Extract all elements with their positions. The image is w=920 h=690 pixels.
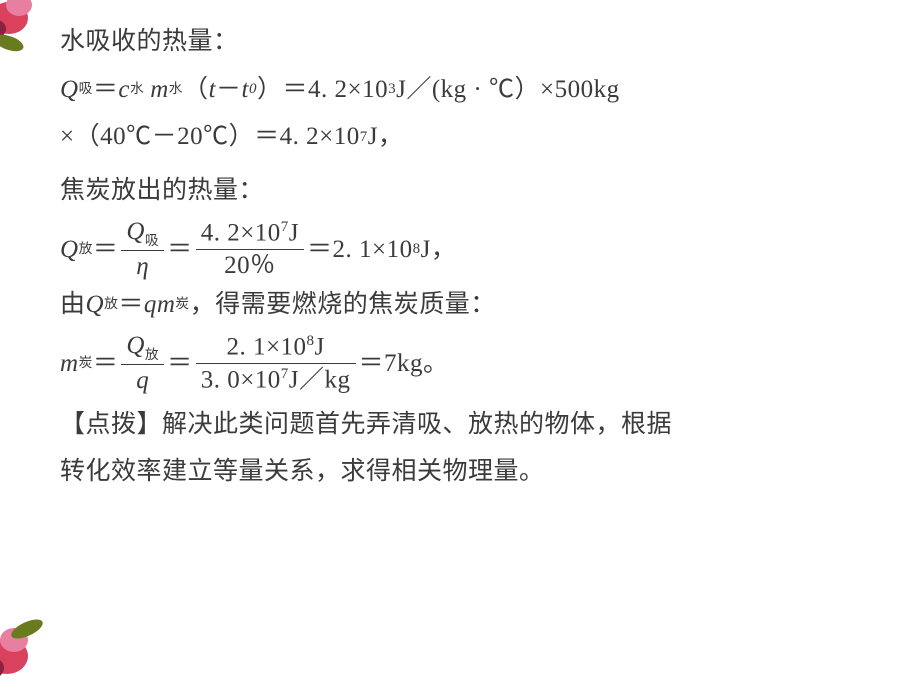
sub: 放: [145, 347, 159, 362]
eq: ＝: [93, 66, 119, 114]
var-c: c: [118, 66, 130, 114]
text: 焦炭放出的热量：: [60, 177, 264, 204]
line-3: ×（40℃－20℃）＝4. 2×10 7 J，: [60, 113, 895, 161]
sup: 7: [281, 219, 289, 235]
den: 20％: [196, 250, 304, 280]
sub: 炭: [175, 291, 189, 317]
paren: ）: [257, 66, 283, 114]
paren: （: [183, 66, 209, 114]
var-t: t: [209, 66, 216, 114]
eta: η: [136, 253, 149, 280]
tag: 【点拨】: [60, 411, 162, 438]
num-b: J: [315, 333, 325, 360]
eq: ＝: [167, 226, 193, 274]
a: 由: [60, 281, 86, 329]
line-8: 【点拨】解决此类问题首先弄清吸、放热的物体，根据: [60, 401, 895, 449]
eq: ＝: [118, 281, 144, 329]
var-Q: Q: [126, 332, 145, 359]
sub: 放: [79, 236, 93, 262]
var-Q: Q: [60, 66, 79, 114]
sub: 炭: [79, 350, 93, 376]
var-m: m: [150, 66, 169, 114]
text: 水吸收的热量：: [60, 28, 239, 55]
tail-b: J，: [421, 226, 457, 274]
fraction-4: 2. 1×108J 3. 0×107J／kg: [196, 333, 356, 394]
fraction-3: Q放 q: [121, 332, 164, 395]
den-b: J／kg: [289, 366, 351, 393]
sub: 吸: [145, 233, 159, 248]
num-a: 4. 2×10: [201, 219, 281, 246]
sup: 7: [360, 123, 368, 152]
fraction-1: Q吸 η: [121, 218, 164, 281]
eq: ＝: [93, 226, 119, 274]
fraction-2: 4. 2×107J 20％: [196, 219, 304, 279]
slide-body: 水吸收的热量： Q 吸 ＝ c 水 m 水 （ t － t 0 ） ＝4. 2×…: [60, 18, 895, 496]
val: ＝4. 2×10: [283, 66, 389, 114]
sub: 放: [104, 291, 118, 317]
line-5: Q 放 ＝ Q吸 η ＝ 4. 2×107J 20％ ＝2. 1×10 8 J，: [60, 218, 895, 281]
var-Q: Q: [126, 218, 145, 245]
tail: ＝7kg。: [359, 340, 449, 388]
sub0: 0: [249, 75, 257, 104]
sub: 吸: [79, 76, 93, 102]
line-2: Q 吸 ＝ c 水 m 水 （ t － t 0 ） ＝4. 2×10 3 J／(…: [60, 66, 895, 114]
den-a: 3. 0×10: [201, 366, 281, 393]
sub: 水: [169, 76, 183, 102]
flower-decoration-top-left: [0, 0, 60, 80]
tail-a: ＝2. 1×10: [307, 226, 413, 274]
sup: 3: [388, 75, 396, 104]
text: ×（40℃－20℃）＝4. 2×10: [60, 113, 360, 161]
var-Q: Q: [86, 281, 105, 329]
var-Q: Q: [60, 226, 79, 274]
num-b: J: [289, 219, 299, 246]
c: ，得需要燃烧的焦炭质量：: [190, 281, 496, 329]
line-1: 水吸收的热量：: [60, 18, 895, 66]
line-6: 由 Q 放 ＝ q m 炭 ，得需要燃烧的焦炭质量：: [60, 281, 895, 329]
rest: 解决此类问题首先弄清吸、放热的物体，根据: [162, 411, 672, 438]
line-9: 转化效率建立等量关系，求得相关物理量。: [60, 448, 895, 496]
line-7: m 炭 ＝ Q放 q ＝ 2. 1×108J 3. 0×107J／kg ＝7kg…: [60, 332, 895, 395]
var-q: q: [144, 281, 157, 329]
tail: J，: [368, 113, 404, 161]
var-m: m: [60, 340, 79, 388]
sup: 8: [413, 235, 421, 264]
eq: ＝: [93, 340, 119, 388]
sub: 水: [130, 76, 144, 102]
var-q: q: [136, 367, 149, 394]
flower-decoration-bottom-left: [0, 610, 60, 690]
eq: ＝: [167, 340, 193, 388]
sup: 7: [281, 366, 289, 382]
sup: 8: [307, 333, 315, 349]
var-m: m: [157, 281, 176, 329]
text: 转化效率建立等量关系，求得相关物理量。: [60, 458, 545, 485]
unit: J／(kg · ℃）×500kg: [396, 66, 619, 114]
num-a: 2. 1×10: [226, 333, 306, 360]
minus: －: [216, 66, 242, 114]
var-t: t: [242, 66, 249, 114]
line-4: 焦炭放出的热量：: [60, 167, 895, 215]
